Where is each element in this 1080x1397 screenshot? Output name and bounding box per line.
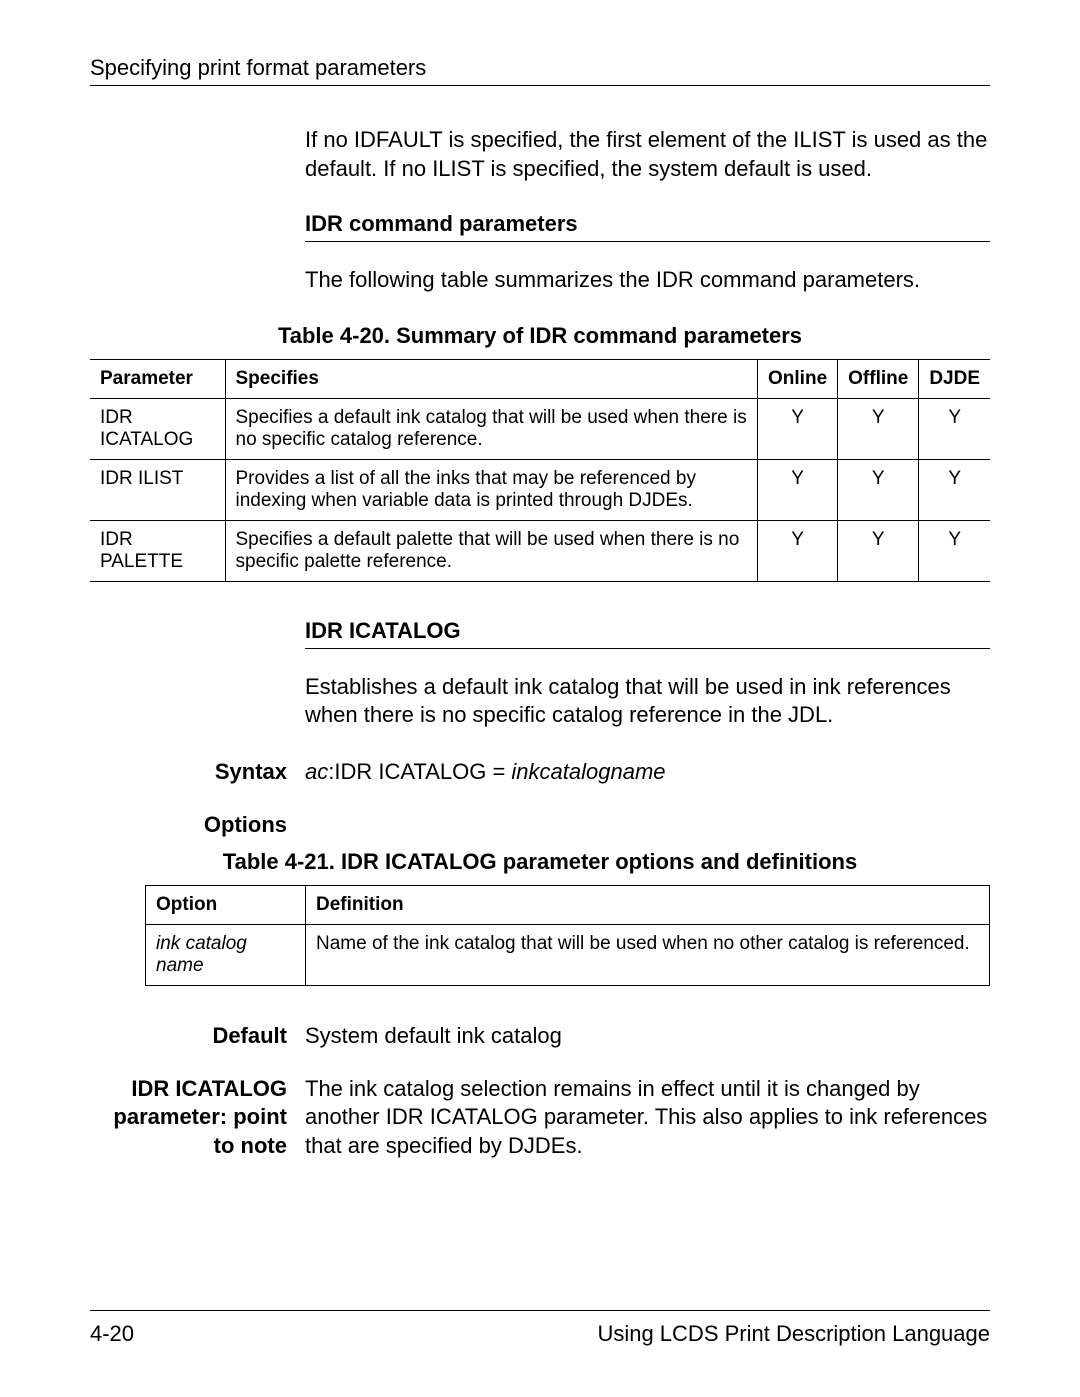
table1-caption: Table 4-20. Summary of IDR command param… xyxy=(90,323,990,349)
cell-definition: Name of the ink catalog that will be use… xyxy=(306,925,990,986)
syntax-row: Syntax ac:IDR ICATALOG = inkcatalogname xyxy=(90,758,990,787)
cell-param: IDR ICATALOG xyxy=(90,398,225,459)
cell-spec: Specifies a default palette that will be… xyxy=(225,520,758,581)
table-row: IDR PALETTE Specifies a default palette … xyxy=(90,520,990,581)
footer-page-number: 4-20 xyxy=(90,1321,134,1347)
cell-djde: Y xyxy=(919,398,990,459)
syntax-label: Syntax xyxy=(90,758,305,787)
cell-online: Y xyxy=(758,398,838,459)
cell-djde: Y xyxy=(919,459,990,520)
cell-option: ink catalog name xyxy=(146,925,306,986)
cell-offline: Y xyxy=(838,459,919,520)
syntax-inkname: inkcatalogname xyxy=(511,759,665,784)
note-row: IDR ICATALOG parameter: point to note Th… xyxy=(90,1075,990,1161)
intro-block: If no IDFAULT is specified, the first el… xyxy=(305,126,990,295)
table2-caption: Table 4-21. IDR ICATALOG parameter optio… xyxy=(90,849,990,875)
section-heading-idr-params: IDR command parameters xyxy=(305,211,990,242)
cell-online: Y xyxy=(758,520,838,581)
note-label: IDR ICATALOG parameter: point to note xyxy=(90,1075,305,1161)
cell-offline: Y xyxy=(838,520,919,581)
cell-spec: Provides a list of all the inks that may… xyxy=(225,459,758,520)
syntax-ac: ac xyxy=(305,759,328,784)
default-value: System default ink catalog xyxy=(305,1022,990,1051)
th-definition: Definition xyxy=(306,886,990,925)
syntax-mid: :IDR ICATALOG = xyxy=(328,759,511,784)
th-djde: DJDE xyxy=(919,359,990,398)
cell-djde: Y xyxy=(919,520,990,581)
page-header: Specifying print format parameters xyxy=(90,55,990,86)
cell-offline: Y xyxy=(838,398,919,459)
cell-param: IDR ILIST xyxy=(90,459,225,520)
th-parameter: Parameter xyxy=(90,359,225,398)
table-row: ink catalog name Name of the ink catalog… xyxy=(146,925,990,986)
cell-param: IDR PALETTE xyxy=(90,520,225,581)
table-row: IDR ICATALOG Specifies a default ink cat… xyxy=(90,398,990,459)
table-options: Option Definition ink catalog name Name … xyxy=(145,885,990,986)
note-body: The ink catalog selection remains in eff… xyxy=(305,1075,990,1161)
section-heading-icatalog: IDR ICATALOG xyxy=(305,618,990,649)
footer-book-title: Using LCDS Print Description Language xyxy=(597,1321,990,1347)
default-row: Default System default ink catalog xyxy=(90,1022,990,1051)
options-label: Options xyxy=(90,811,305,840)
cell-spec: Specifies a default ink catalog that wil… xyxy=(225,398,758,459)
th-offline: Offline xyxy=(838,359,919,398)
th-specifies: Specifies xyxy=(225,359,758,398)
page: Specifying print format parameters If no… xyxy=(0,0,1080,1397)
options-row: Options xyxy=(90,811,990,840)
intro-paragraph: If no IDFAULT is specified, the first el… xyxy=(305,126,990,183)
table-idr-summary: Parameter Specifies Online Offline DJDE … xyxy=(90,359,990,582)
options-body xyxy=(305,811,990,840)
section-icatalog-para: Establishes a default ink catalog that w… xyxy=(305,673,990,730)
table-row: IDR ILIST Provides a list of all the ink… xyxy=(90,459,990,520)
th-online: Online xyxy=(758,359,838,398)
default-label: Default xyxy=(90,1022,305,1051)
cell-online: Y xyxy=(758,459,838,520)
sec2-block: IDR ICATALOG Establishes a default ink c… xyxy=(305,618,990,730)
th-option: Option xyxy=(146,886,306,925)
section-idr-params-para: The following table summarizes the IDR c… xyxy=(305,266,990,295)
page-footer: 4-20 Using LCDS Print Description Langua… xyxy=(90,1310,990,1347)
syntax-body: ac:IDR ICATALOG = inkcatalogname xyxy=(305,758,990,787)
